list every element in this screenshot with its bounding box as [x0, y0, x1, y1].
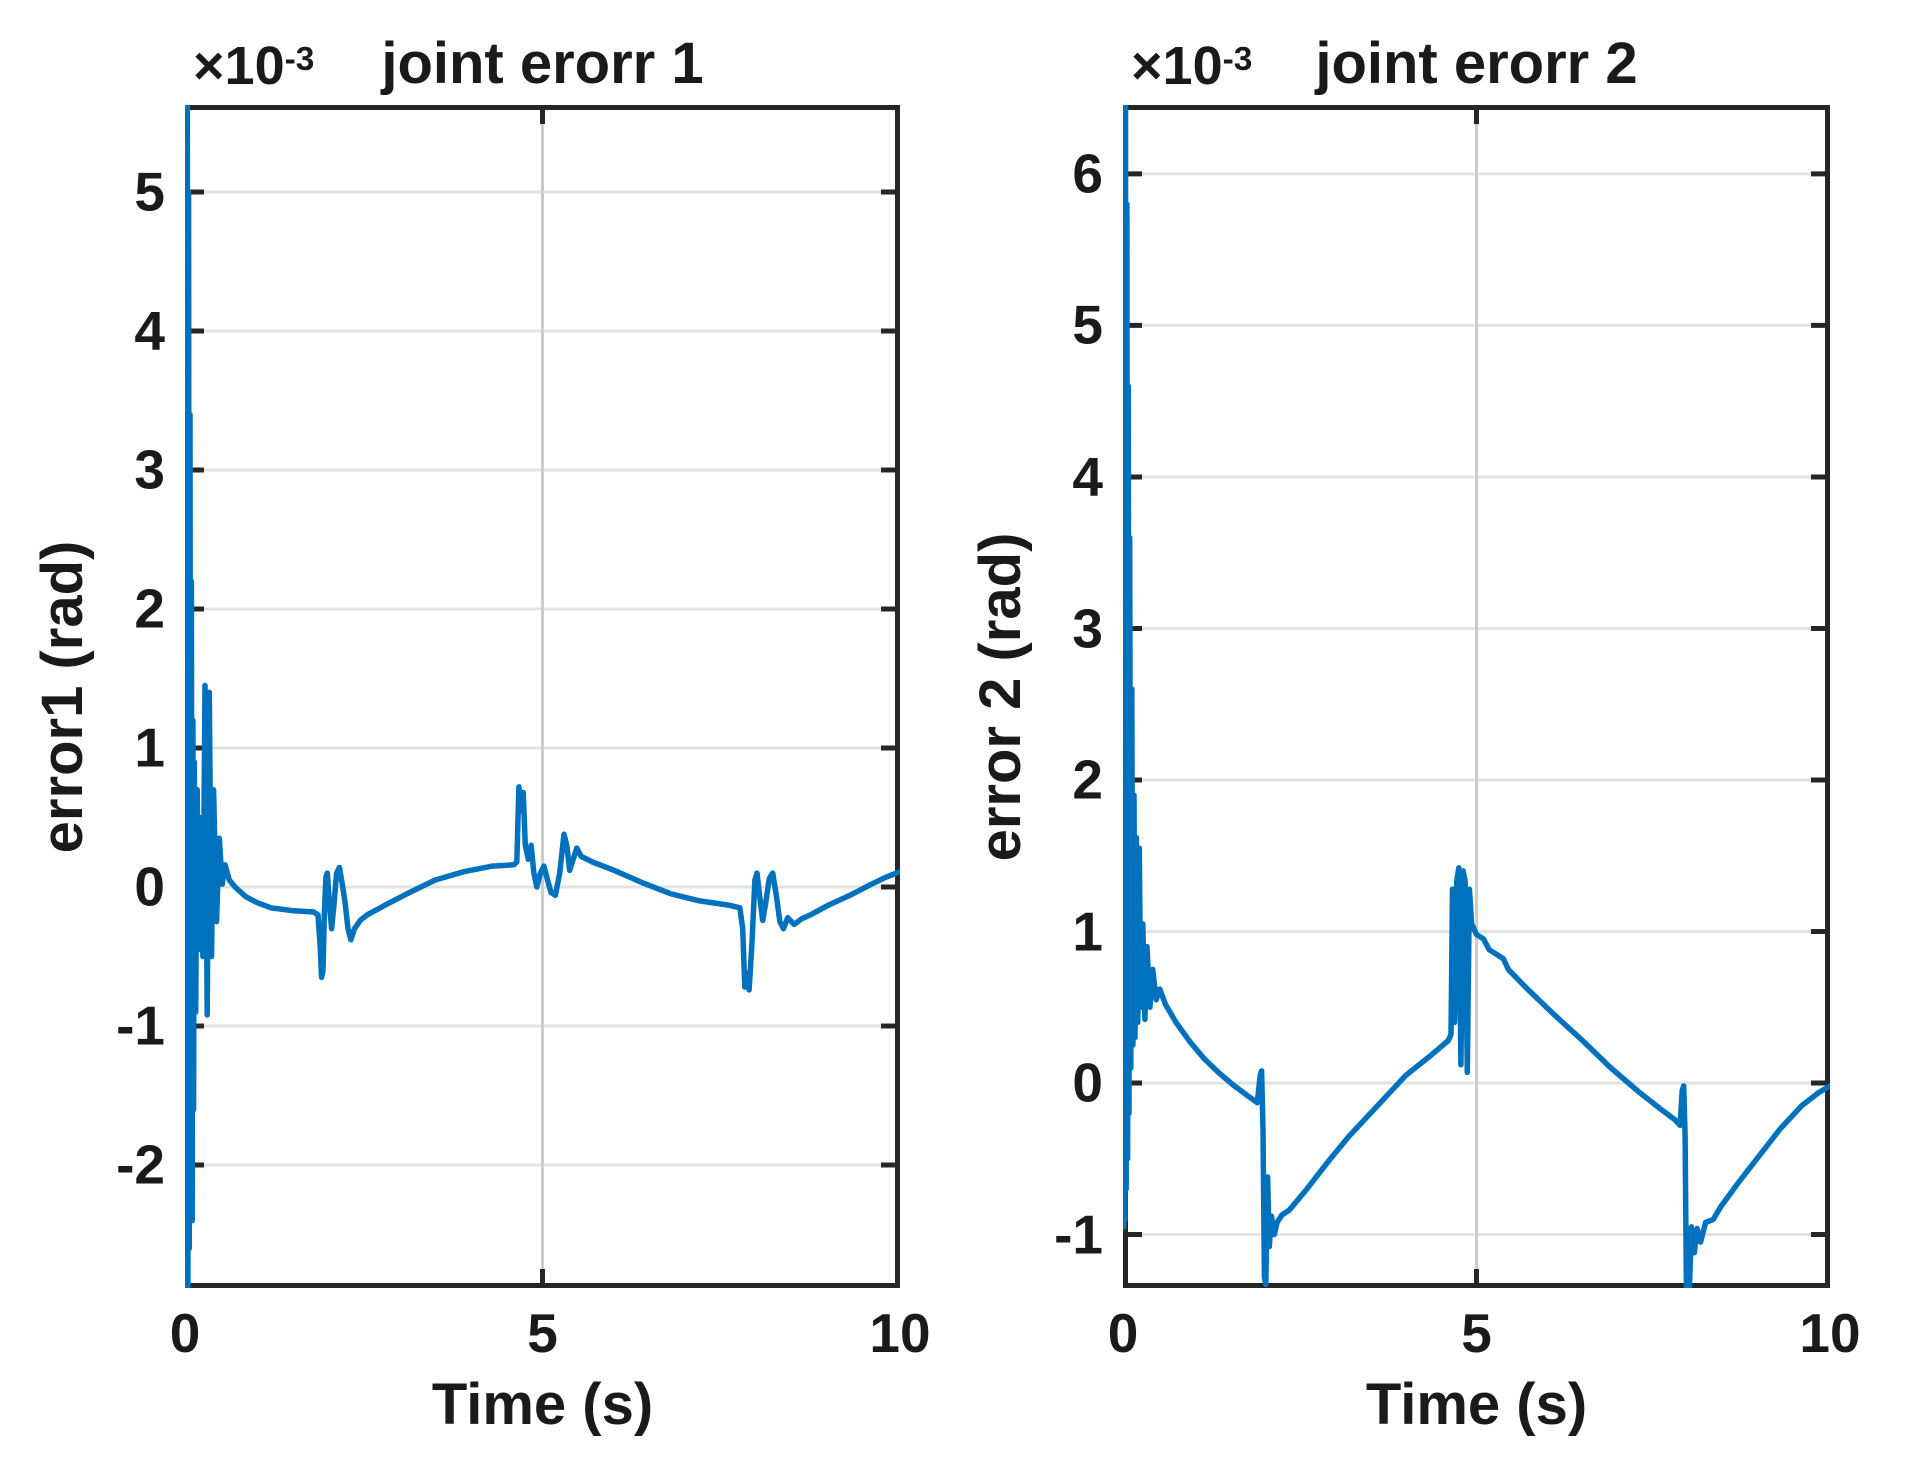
- y-tick-label: -1: [1054, 1203, 1103, 1265]
- y-tick-label: 5: [134, 160, 165, 223]
- x-axis-label: Time (s): [431, 1372, 654, 1437]
- y-tick-label: 0: [1072, 1051, 1103, 1114]
- y-tick-label: 3: [134, 438, 165, 501]
- y-tick-label: 2: [1072, 748, 1103, 811]
- plot-area: [185, 105, 900, 1288]
- y-tick-label: 4: [1072, 445, 1103, 508]
- x-tick-label: 0: [1107, 1302, 1139, 1364]
- exponent-base: ×10: [193, 36, 285, 96]
- plot-title: joint erorr 2: [1315, 31, 1638, 96]
- x-tick-label: 5: [1461, 1302, 1492, 1364]
- y-axis-label: error 2 (rad): [968, 532, 1033, 861]
- y-tick-label: 2: [134, 577, 165, 640]
- exponent-power: -3: [1222, 41, 1253, 78]
- y-tick-label: -2: [116, 1133, 165, 1196]
- y-tick-label: 3: [1072, 597, 1103, 659]
- y-tick-label: -1: [116, 994, 165, 1057]
- data-line-error1: [185, 105, 900, 1288]
- plot-area: [1123, 105, 1830, 1288]
- subplot-joint-error-1: ×10-3 joint erorr 1 error1 (rad) Time (s…: [30, 35, 931, 1434]
- x-tick-label: 0: [169, 1302, 201, 1364]
- data-line-error2: [1123, 105, 1830, 1288]
- plot-title: joint erorr 1: [381, 31, 704, 96]
- exponent-power: -3: [284, 41, 315, 78]
- y-tick-label: 1: [1072, 900, 1103, 962]
- exponent-base: ×10: [1131, 36, 1223, 96]
- y-tick-label: 1: [134, 716, 165, 779]
- y-axis-exponent-label: ×10-3: [193, 39, 314, 93]
- y-tick-label: 6: [1072, 142, 1103, 205]
- x-axis-label: Time (s): [1365, 1372, 1588, 1437]
- y-axis-exponent-label: ×10-3: [1131, 39, 1252, 93]
- y-tick-label: 4: [134, 299, 165, 362]
- y-axis-label: error1 (rad): [30, 540, 95, 853]
- y-tick-label: 0: [134, 855, 165, 918]
- subplot-joint-error-2: ×10-3 joint erorr 2 error 2 (rad) Time (…: [968, 35, 1861, 1434]
- x-tick-label: 10: [869, 1302, 931, 1364]
- x-tick-label: 5: [527, 1302, 558, 1364]
- x-tick-label: 10: [1799, 1302, 1861, 1364]
- y-tick-label: 5: [1072, 293, 1103, 356]
